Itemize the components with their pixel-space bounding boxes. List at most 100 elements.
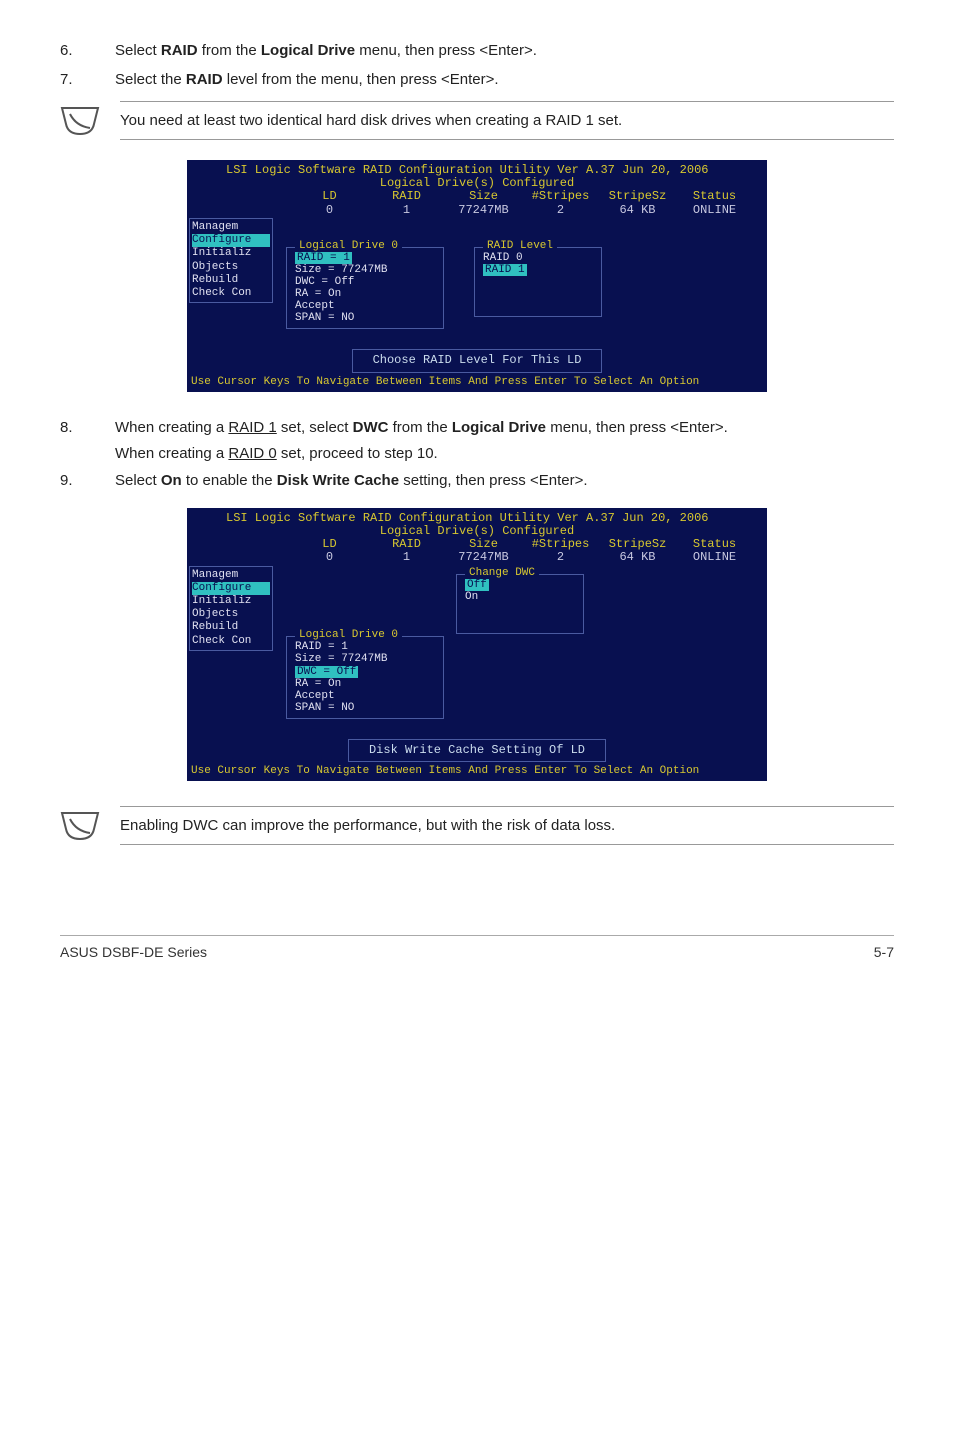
text: setting, then press <Enter>.: [399, 472, 587, 489]
text-bold: Logical Drive: [452, 419, 546, 436]
cell: 77247MB: [445, 204, 522, 217]
step-num: 6.: [60, 40, 115, 63]
text: set, proceed to step 10.: [277, 445, 438, 462]
text-underline: RAID 1: [228, 419, 276, 436]
cell: 64 KB: [599, 204, 676, 217]
ld-line: Size = 77247MB: [295, 264, 435, 276]
bios-boxes: Logical Drive 0 RAID = 1 Size = 77247MB …: [286, 247, 763, 330]
cell: 77247MB: [445, 551, 522, 564]
menu-item: Rebuild: [192, 621, 270, 634]
raid-level-box: RAID Level RAID 0 RAID 1: [474, 247, 602, 317]
box-title: RAID Level: [483, 240, 557, 252]
menu-item: Check Con: [192, 287, 270, 300]
cell: 2: [522, 204, 599, 217]
col: LD: [291, 190, 368, 203]
dwc-option-selected: Off: [465, 579, 489, 591]
step-body: Select the RAID level from the menu, the…: [115, 69, 894, 92]
menu-item-selected: Configure: [192, 234, 270, 247]
text: When creating a: [115, 445, 228, 462]
bios-row: 0 1 77247MB 2 64 KB ONLINE: [191, 551, 763, 564]
menu-item: Initializ: [192, 595, 270, 608]
bios-help-line: Use Cursor Keys To Navigate Between Item…: [191, 762, 763, 777]
step-8-sub: When creating a RAID 0 set, proceed to s…: [115, 445, 894, 462]
menu-item: Rebuild: [192, 274, 270, 287]
cell: 1: [368, 551, 445, 564]
cell: ONLINE: [676, 204, 753, 217]
ld-line: Accept: [295, 690, 435, 702]
text: from the: [198, 42, 261, 59]
dwc-box: Change DWC Off On: [456, 574, 584, 634]
cell: 1: [368, 204, 445, 217]
ld-line: RA = On: [295, 678, 435, 690]
step-body: Select On to enable the Disk Write Cache…: [115, 470, 894, 493]
text-bold: RAID: [161, 42, 198, 59]
bios-title: LSI Logic Software RAID Configuration Ut…: [191, 512, 763, 525]
text: level from the menu, then press <Enter>.: [223, 71, 499, 88]
raid-option: RAID 0: [483, 252, 593, 264]
ld-line: DWC = Off: [295, 276, 435, 288]
col: Status: [676, 190, 753, 203]
footer-right: 5-7: [874, 944, 894, 960]
bios-side-menu: Managem Configure Initializ Objects Rebu…: [189, 218, 273, 303]
box-title: Logical Drive 0: [295, 240, 402, 252]
step-body: Select RAID from the Logical Drive menu,…: [115, 40, 894, 63]
note-box: You need at least two identical hard dis…: [60, 101, 894, 140]
ld-line: SPAN = NO: [295, 312, 435, 324]
cell: 2: [522, 551, 599, 564]
bios-help-line: Use Cursor Keys To Navigate Between Item…: [191, 373, 763, 388]
menu-item: Managem: [192, 569, 270, 582]
text: menu, then press <Enter>.: [546, 419, 728, 436]
menu-item-selected: Configure: [192, 582, 270, 595]
note-text: Enabling DWC can improve the performance…: [120, 806, 894, 845]
text: from the: [388, 419, 451, 436]
text: set, select: [277, 419, 353, 436]
dwc-option: On: [465, 591, 575, 603]
col: StripeSz: [599, 190, 676, 203]
menu-item: Initializ: [192, 247, 270, 260]
text: Select the: [115, 71, 186, 88]
bios-boxes: Change DWC Off On: [286, 574, 763, 634]
note-icon: [60, 811, 100, 841]
text-bold: RAID: [186, 71, 223, 88]
ld-line: Size = 77247MB: [295, 653, 435, 665]
step-9: 9. Select On to enable the Disk Write Ca…: [60, 470, 894, 493]
cell: 0: [291, 551, 368, 564]
cell: ONLINE: [676, 551, 753, 564]
text: Select: [115, 42, 161, 59]
note-icon: [60, 106, 100, 136]
bios-columns: LD RAID Size #Stripes StripeSz Status: [191, 190, 763, 203]
logical-drive-box: Logical Drive 0 RAID = 1 Size = 77247MB …: [286, 636, 444, 719]
step-body: When creating a RAID 1 set, select DWC f…: [115, 417, 894, 440]
text: Select: [115, 472, 161, 489]
text-bold: DWC: [353, 419, 389, 436]
raid-option-selected: RAID 1: [483, 264, 527, 276]
step-6: 6. Select RAID from the Logical Drive me…: [60, 40, 894, 63]
text-bold: Disk Write Cache: [277, 472, 399, 489]
note-box: Enabling DWC can improve the performance…: [60, 806, 894, 845]
menu-item: Check Con: [192, 635, 270, 648]
col: #Stripes: [522, 190, 599, 203]
menu-item: Objects: [192, 608, 270, 621]
menu-item: Managem: [192, 221, 270, 234]
ld-line-selected: RAID = 1: [295, 252, 352, 264]
ld-line-selected: DWC = Off: [295, 666, 358, 678]
bios-boxes-2: Logical Drive 0 RAID = 1 Size = 77247MB …: [286, 636, 763, 719]
bios-row: 0 1 77247MB 2 64 KB ONLINE: [191, 204, 763, 217]
status-text: Choose RAID Level For This LD: [352, 349, 603, 372]
text-underline: RAID 0: [228, 445, 276, 462]
cell: 0: [291, 204, 368, 217]
text-bold: On: [161, 472, 182, 489]
bios-screen-1: LSI Logic Software RAID Configuration Ut…: [187, 160, 767, 392]
cell: 64 KB: [599, 551, 676, 564]
ld-line: SPAN = NO: [295, 702, 435, 714]
text: menu, then press <Enter>.: [355, 42, 537, 59]
note-text: You need at least two identical hard dis…: [120, 101, 894, 140]
status-text: Disk Write Cache Setting Of LD: [348, 739, 606, 762]
logical-drive-box: Logical Drive 0 RAID = 1 Size = 77247MB …: [286, 247, 444, 330]
box-title: Change DWC: [465, 567, 539, 579]
bios-status: Disk Write Cache Setting Of LD: [191, 739, 763, 762]
text: to enable the: [182, 472, 277, 489]
step-num: 8.: [60, 417, 115, 440]
step-8: 8. When creating a RAID 1 set, select DW…: [60, 417, 894, 440]
page-footer: ASUS DSBF-DE Series 5-7: [60, 935, 894, 960]
